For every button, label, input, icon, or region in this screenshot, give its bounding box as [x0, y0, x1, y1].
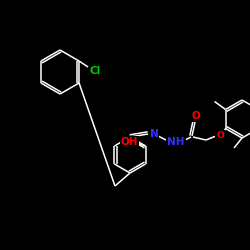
Text: O: O	[192, 111, 200, 121]
Text: N: N	[150, 129, 158, 139]
Text: NH: NH	[167, 137, 185, 147]
Text: OH: OH	[121, 137, 138, 147]
Text: Cl: Cl	[90, 66, 101, 76]
Text: O: O	[216, 130, 224, 140]
